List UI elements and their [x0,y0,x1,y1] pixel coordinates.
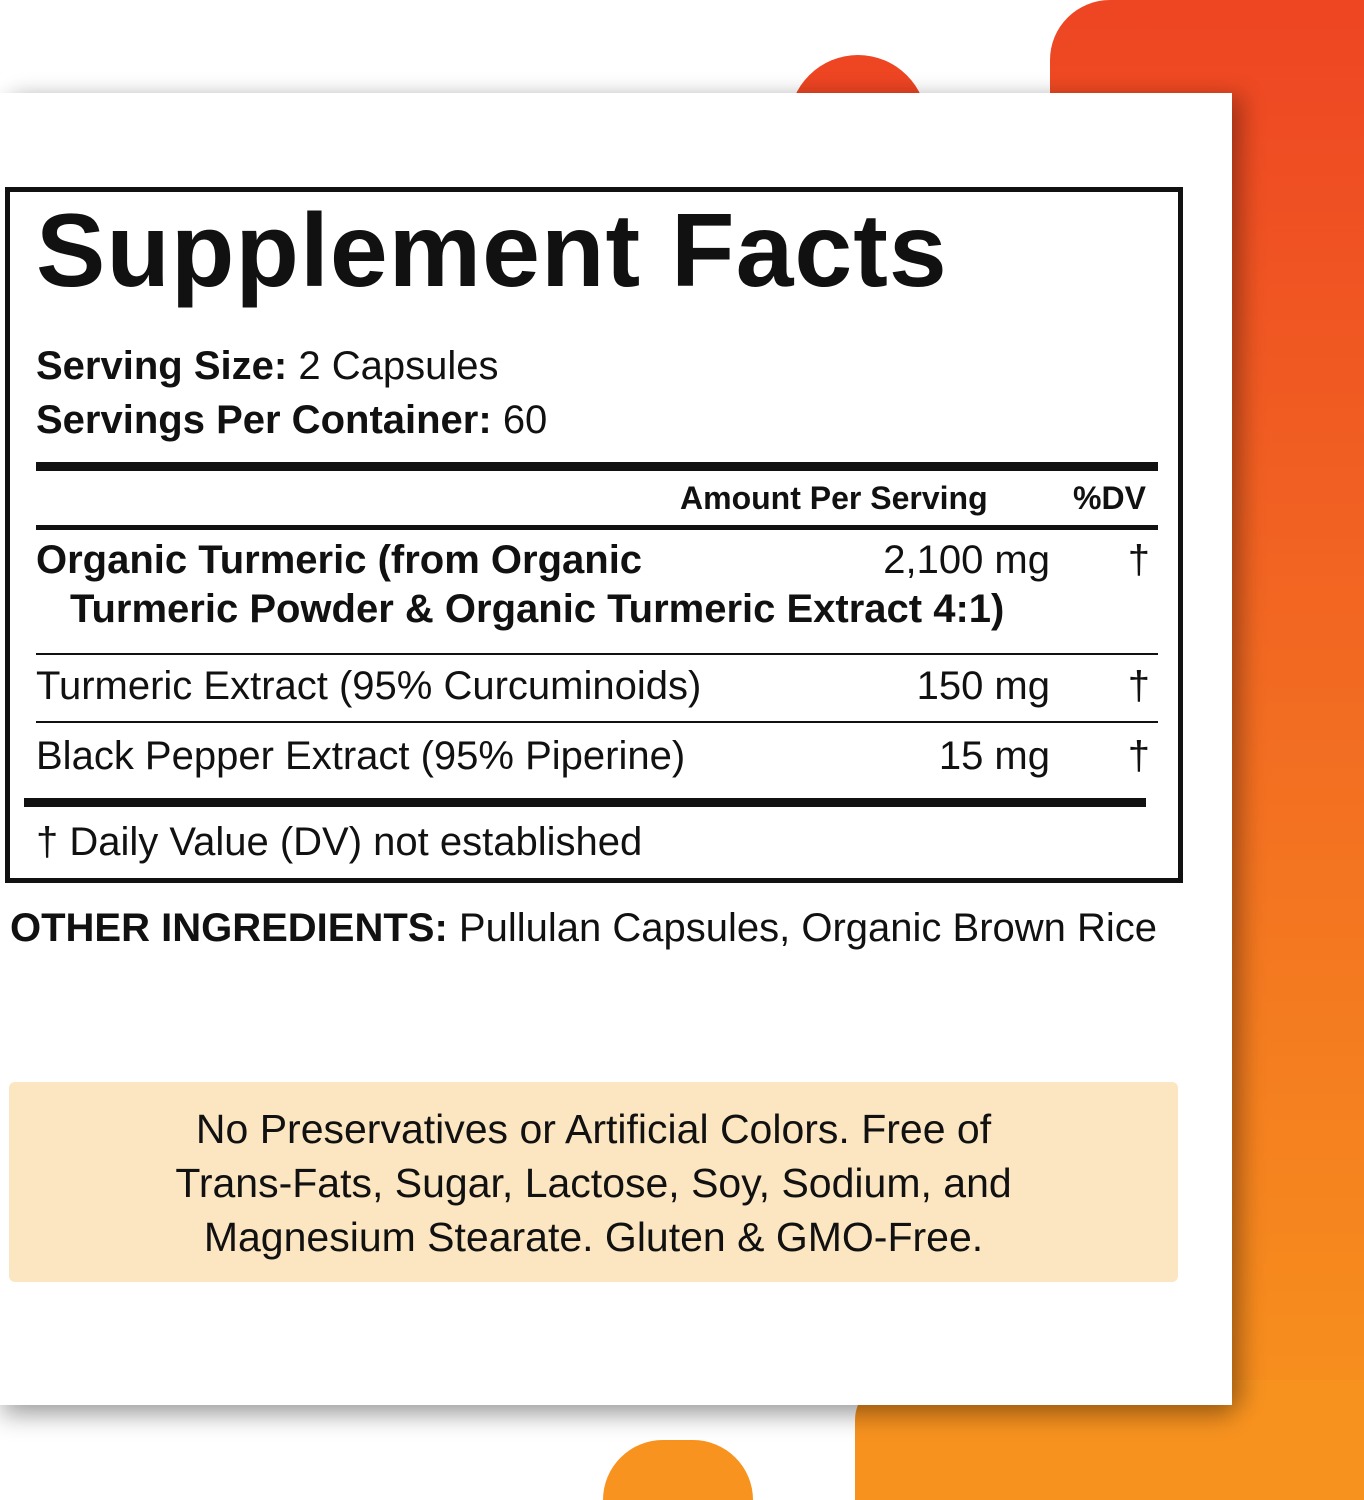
amount-header: Amount Per Serving [680,480,988,516]
label-card: Supplement Facts Serving Size: 2 Capsule… [0,93,1232,1405]
serving-size-label: Serving Size: [36,344,288,388]
banner-line: Trans-Fats, Sugar, Lactose, Soy, Sodium,… [175,1160,1012,1206]
orange-drop-decoration [603,1440,753,1500]
ingredient-row: Turmeric Extract (95% Curcuminoids) 150 … [36,664,1158,709]
ingredient-row: Black Pepper Extract (95% Piperine) 15 m… [36,734,1158,779]
serving-size: Serving Size: 2 Capsules [36,344,498,389]
dv-footnote: † Daily Value (DV) not established [36,820,643,864]
ingredient-amount: 15 mg [938,734,1050,778]
servings-per-container-label: Servings Per Container: [36,398,492,442]
banner-line: No Preservatives or Artificial Colors. F… [195,1106,992,1152]
ingredient-dv: † [1127,664,1150,708]
thick-divider [36,462,1158,471]
divider [36,653,1158,655]
facts-title: Supplement Facts [36,193,948,309]
divider [36,721,1158,723]
supplement-facts-panel: Supplement Facts Serving Size: 2 Capsule… [5,187,1183,883]
dv-header: %DV [1073,480,1146,516]
other-ingredients-value: Pullulan Capsules, Organic Brown Rice [458,906,1158,950]
free-of-banner: No Preservatives or Artificial Colors. F… [9,1082,1178,1282]
divider [36,525,1158,530]
ingredient-dv: † [1127,538,1150,582]
ingredient-name-cont: Turmeric Powder & Organic Turmeric Extra… [70,587,1005,631]
serving-size-value: 2 Capsules [298,344,499,388]
thick-divider [24,798,1146,807]
other-ingredients: OTHER INGREDIENTS: Pullulan Capsules, Or… [10,905,1160,951]
ingredient-dv: † [1127,734,1150,778]
other-ingredients-label: OTHER INGREDIENTS: [10,906,448,950]
ingredient-name: Organic Turmeric (from Organic [36,538,643,582]
servings-per-container-value: 60 [502,398,548,442]
ingredient-amount: 150 mg [916,664,1050,708]
ingredient-row: Organic Turmeric (from Organic Turmeric … [36,538,1158,632]
banner-line: Magnesium Stearate. Gluten & GMO-Free. [203,1214,984,1260]
servings-per-container: Servings Per Container: 60 [36,398,547,443]
ingredient-name: Black Pepper Extract (95% Piperine) [36,734,686,778]
ingredient-name: Turmeric Extract (95% Curcuminoids) [36,664,702,708]
ingredient-amount: 2,100 mg [883,538,1050,582]
